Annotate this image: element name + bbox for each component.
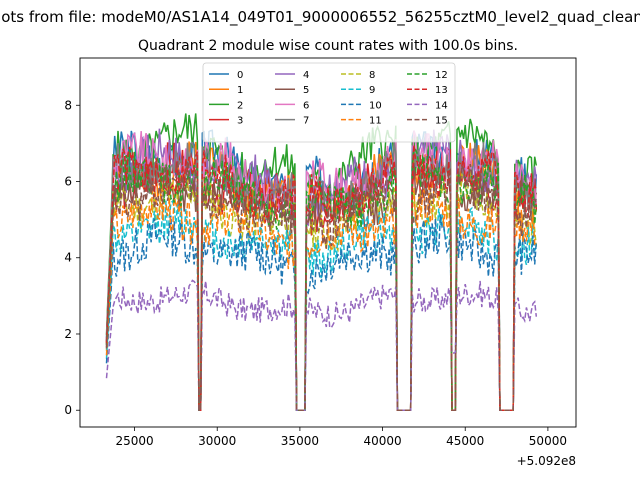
x-tick-label: 40000 <box>363 434 401 448</box>
y-tick-label: 2 <box>64 327 72 341</box>
y-axis: 0 2 4 6 8 <box>64 98 80 417</box>
legend-label-2: 2 <box>237 100 243 111</box>
x-tick-label: 25000 <box>115 434 153 448</box>
legend-label-0: 0 <box>237 70 243 81</box>
y-tick-label: 8 <box>64 98 72 112</box>
legend-label-11: 11 <box>369 116 382 127</box>
x-tick-label: 35000 <box>281 434 319 448</box>
series-line-14 <box>105 279 538 411</box>
legend-label-14: 14 <box>435 100 448 111</box>
x-offset-label: +5.092e8 <box>517 454 576 468</box>
series-line-10 <box>105 214 538 411</box>
y-tick-label: 6 <box>64 175 72 189</box>
legend-label-13: 13 <box>435 85 448 96</box>
y-tick-label: 4 <box>64 251 72 265</box>
legend-label-7: 7 <box>303 116 309 127</box>
chart-title: Quadrant 2 module wise count rates with … <box>138 38 518 54</box>
series-line-11 <box>105 184 537 411</box>
y-tick-label: 0 <box>64 403 72 417</box>
series-line-9 <box>105 199 537 411</box>
legend-label-12: 12 <box>435 70 448 81</box>
x-tick-label: 50000 <box>529 434 567 448</box>
legend-label-4: 4 <box>303 70 309 81</box>
series-layer <box>105 113 538 411</box>
x-tick-label: 30000 <box>198 434 236 448</box>
x-axis: 25000 30000 35000 40000 45000 50000 <box>115 427 567 448</box>
series-line-15 <box>105 161 537 411</box>
legend-label-5: 5 <box>303 85 309 96</box>
legend-label-9: 9 <box>369 85 375 96</box>
series-line-6 <box>105 130 538 411</box>
legend-box <box>202 62 456 143</box>
figure-suptitle: Plots from file: modeM0/AS1A14_049T01_90… <box>0 8 640 26</box>
legend-label-6: 6 <box>303 100 309 111</box>
legend-label-15: 15 <box>435 116 448 127</box>
legend-label-3: 3 <box>237 116 243 127</box>
legend-label-1: 1 <box>237 85 243 96</box>
series-line-12 <box>105 146 538 411</box>
x-tick-label: 45000 <box>446 434 484 448</box>
legend-label-10: 10 <box>369 100 382 111</box>
legend-label-8: 8 <box>369 70 375 81</box>
plot-frame <box>79 57 577 428</box>
